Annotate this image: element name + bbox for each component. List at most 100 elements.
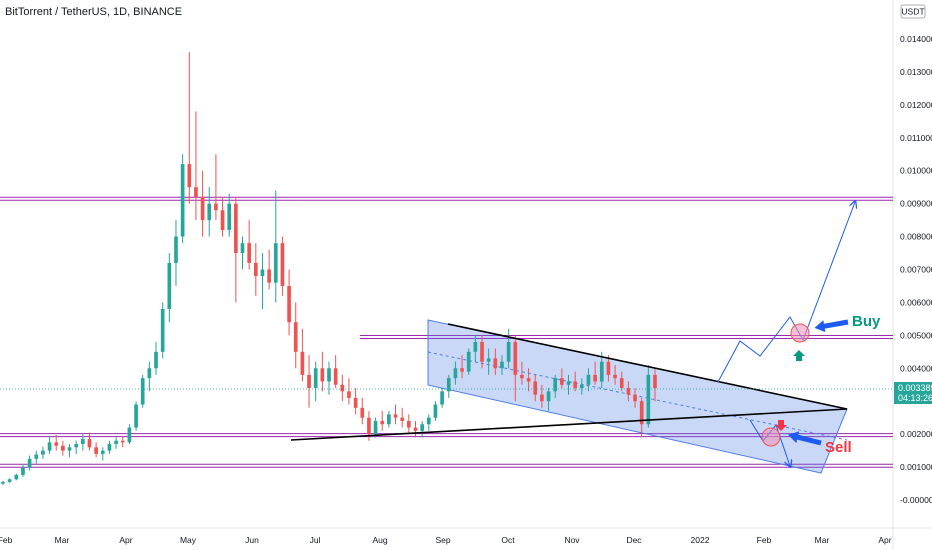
candle-body [639, 401, 644, 425]
candle-body [180, 164, 185, 237]
candle-body [21, 467, 25, 475]
candle-body [54, 442, 59, 446]
candle-body [327, 368, 331, 382]
candle-body [380, 420, 385, 425]
sell-arrow-icon [788, 431, 822, 446]
candle-body [240, 243, 245, 254]
candle-body [280, 243, 285, 286]
bullish-projection-path [717, 202, 855, 383]
candle-body [74, 444, 79, 448]
candle-body [34, 454, 39, 459]
candle-body [426, 417, 431, 425]
candle-body [579, 384, 584, 389]
candle-body [194, 187, 198, 198]
candle-body [533, 381, 538, 395]
x-tick-label: Mar [815, 535, 830, 545]
candle-body [387, 414, 391, 425]
chart-title: BitTorrent / TetherUS, 1D, BINANCE [5, 6, 182, 18]
candle-body [613, 374, 617, 379]
candle-body [47, 442, 52, 451]
candle-body [573, 381, 577, 389]
candle-body [646, 374, 651, 425]
candle-body [167, 262, 172, 310]
candle-body [486, 358, 491, 362]
price-tag [894, 382, 932, 404]
candle-body [619, 378, 624, 389]
candle-body [333, 368, 338, 385]
candle-body [227, 203, 232, 230]
y-tick-label: 0.006000 [900, 297, 932, 307]
y-tick-label: 0.007000 [900, 265, 932, 275]
price-tag-value: 0.003389 [898, 383, 932, 393]
x-tick-label: Jun [245, 535, 259, 545]
candle-body [593, 374, 597, 382]
candle-body [120, 440, 125, 443]
candle-body [134, 404, 138, 428]
candle-body [27, 458, 32, 468]
candle-body [87, 439, 92, 448]
candle-body [107, 444, 112, 451]
candle-body [154, 351, 158, 369]
candle-body [626, 388, 631, 395]
candle-body [513, 341, 518, 375]
candle-body [500, 361, 504, 369]
candle-body [187, 164, 192, 188]
candle-body [373, 420, 378, 435]
y-tick-label: 0.014000 [900, 34, 932, 44]
candle-body [407, 420, 411, 428]
candle-body [440, 391, 444, 405]
candle-body [94, 447, 98, 454]
candle-body [41, 450, 45, 455]
candle-body [347, 391, 351, 398]
y-tick-label: 0.004000 [900, 363, 932, 373]
candle-body [273, 243, 278, 283]
x-tick-label: May [180, 535, 197, 545]
candle-body [433, 404, 438, 418]
candle-body [293, 322, 298, 352]
buy-circle-marker [790, 323, 810, 343]
y-tick-label: 0.002000 [900, 429, 932, 439]
x-tick-label: Oct [501, 535, 515, 545]
buy-arrow-icon [814, 319, 849, 333]
candle-body [520, 374, 524, 379]
candle-body [453, 368, 458, 379]
candle-body [460, 368, 464, 372]
x-tick-label: Jul [310, 535, 321, 545]
candle-body [546, 391, 551, 402]
candle-body [247, 243, 251, 263]
candle-body [214, 203, 218, 211]
x-tick-label: Dec [626, 535, 642, 545]
y-tick-label: 0.008000 [900, 232, 932, 242]
candle-body [200, 197, 205, 221]
candle-body [367, 417, 371, 435]
candle-body [100, 450, 105, 454]
candle-body [307, 374, 311, 389]
candle-body [1, 481, 5, 484]
candle-body [353, 397, 358, 408]
y-tick-label: 0.012000 [900, 100, 932, 110]
candle-body [566, 381, 571, 385]
candle-body [400, 417, 405, 421]
candle-body [260, 269, 265, 277]
candle-body [653, 374, 657, 389]
triangle-upper-line [447, 323, 848, 410]
candle-body [140, 378, 145, 405]
candle-body [287, 285, 291, 323]
candle-body [67, 447, 72, 451]
x-tick-label: Nov [564, 535, 580, 545]
candle-body [313, 368, 318, 389]
y-tick-label: 0.009000 [900, 199, 932, 209]
candle-body [473, 341, 478, 352]
y-tick-label: 0.001000 [900, 462, 932, 472]
x-tick-label: Feb [0, 535, 13, 545]
candle-body [553, 378, 558, 392]
candle-body [360, 407, 365, 418]
candle-body [393, 414, 398, 418]
candle-body [234, 203, 238, 254]
candle-body [81, 439, 85, 445]
candle-body [599, 361, 604, 382]
candle-body [493, 358, 498, 369]
buy-up-arrow-icon [793, 350, 805, 361]
